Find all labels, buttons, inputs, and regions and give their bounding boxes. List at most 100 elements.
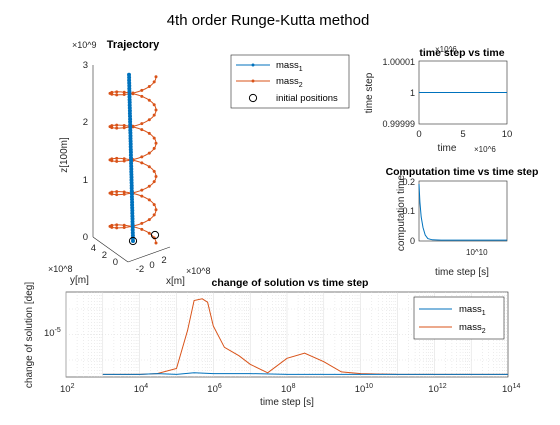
trajectory-y-axis [92, 236, 129, 263]
trajectory-mass1-point [128, 114, 132, 119]
trajectory-mass2-point [122, 124, 126, 127]
trajectory-mass2-point [147, 151, 151, 155]
trajectory-mass2-point [147, 165, 151, 169]
change-x-tick: 104 [134, 383, 149, 395]
comptime-plot: Computation time vs time step 0.2 0.1 0 … [386, 166, 539, 278]
trajectory-mass1-point [127, 106, 132, 110]
timestep-y-ticks: 1.00001 1 0.99999 [382, 57, 415, 129]
legend-initial-label: initial positions [276, 93, 338, 104]
trajectory-mass2-point [147, 98, 151, 102]
trajectory-z-label: z[100m] [59, 137, 70, 173]
trajectory-mass1-point [130, 200, 135, 205]
trajectory-mass1-point [131, 239, 135, 243]
trajectory-mass1-point [129, 194, 134, 199]
trajectory-mass2-point [115, 159, 119, 163]
trajectory-x-tick: 2 [161, 255, 166, 266]
comptime-x-exponent: 10^10 [466, 248, 488, 257]
trajectory-mass1-point [127, 97, 132, 102]
trajectory-mass2-point [122, 93, 126, 96]
trajectory-mass1-point [129, 161, 134, 166]
trajectory-mass2-point [147, 218, 151, 222]
trajectory-mass2-point [140, 128, 144, 132]
trajectory-mass2-point [115, 93, 119, 97]
trajectory-mass1-point [127, 72, 131, 77]
trajectory-mass2-point [140, 94, 144, 98]
timestep-y-tick: 1 [410, 88, 415, 98]
trajectory-mass2-point [122, 190, 126, 194]
comptime-y-tick: 0.1 [402, 206, 415, 216]
change-legend: mass1 mass2 [413, 296, 505, 340]
trajectory-mass2-point [110, 126, 114, 130]
trajectory-x-ticks: -2 0 2 [136, 255, 167, 275]
legend-mass2-dot [251, 79, 255, 83]
trajectory-mass2-point [152, 213, 156, 217]
trajectory-mass1-point [127, 75, 132, 80]
trajectory-mass1-point [130, 233, 135, 238]
trajectory-mass1-point [130, 211, 135, 216]
comptime-axes-box [418, 180, 508, 242]
trajectory-mass2-point [122, 226, 126, 229]
change-x-tick: 102 [60, 383, 75, 395]
timestep-x-ticks: 0 5 10 [416, 129, 512, 140]
timestep-x-exponent: ×10^6 [474, 145, 496, 154]
trajectory-x-tick: -2 [136, 264, 144, 275]
change-plot: change of solution vs time step 102 104 10… [24, 277, 520, 408]
trajectory-z-tick: 2 [83, 117, 88, 128]
trajectory-mass2-point [115, 193, 119, 197]
timestep-y-exponent: ×10^6 [435, 45, 457, 54]
trajectory-mass1-point [129, 172, 134, 177]
trajectory-mass1-point [128, 117, 133, 122]
trajectory-mass2-point [131, 91, 135, 95]
comptime-x-label: time step [s] [435, 267, 489, 278]
trajectory-mass1-point [128, 122, 133, 127]
change-x-tick: 1012 [428, 383, 446, 395]
trajectory-mass2-point [115, 226, 119, 230]
trajectory-z-tick: 1 [83, 175, 88, 186]
trajectory-z-tick: 0 [83, 232, 88, 243]
trajectory-legend: mass1 mass2 initial positions [230, 54, 350, 109]
trajectory-mass1-point [129, 183, 134, 188]
comptime-title: Computation time vs time step [386, 166, 539, 178]
comptime-y-label: computation time [396, 174, 407, 251]
trajectory-mass2-point [140, 88, 144, 92]
trajectory-mass2-point [122, 223, 126, 227]
trajectory-x-axis [127, 246, 171, 263]
trajectory-mass1-point [129, 180, 134, 185]
trajectory-mass2-point [140, 161, 144, 165]
trajectory-mass2-markers [108, 75, 158, 245]
trajectory-mass2-point [147, 118, 151, 122]
trajectory-y-exponent: ×10^8 [48, 264, 73, 274]
timestep-x-tick: 5 [460, 129, 465, 140]
change-x-tick: 108 [281, 383, 296, 395]
trajectory-mass2-point [115, 90, 119, 94]
initial-position-mass1-marker [128, 236, 138, 246]
trajectory-mass2-point [140, 221, 144, 225]
trajectory-mass1-point [127, 89, 132, 94]
trajectory-mass1-point [129, 175, 134, 180]
trajectory-y-ticks: 4 2 0 [91, 243, 118, 268]
trajectory-z-tick: 3 [83, 60, 88, 71]
trajectory-mass2-point [147, 184, 151, 188]
trajectory-mass2-point [122, 90, 126, 94]
trajectory-x-tick: 0 [149, 260, 154, 271]
change-x-tick: 1010 [355, 383, 373, 395]
trajectory-mass2-point [152, 80, 156, 84]
trajectory-mass2-point [147, 231, 151, 235]
trajectory-mass2-point [122, 157, 126, 161]
trajectory-y-tick: 0 [113, 257, 118, 268]
trajectory-y-tick: 4 [91, 243, 96, 254]
trajectory-mass2-point [115, 126, 119, 130]
comptime-y-tick: 0 [410, 236, 415, 246]
trajectory-y-tick: 2 [102, 250, 107, 261]
trajectory-mass1-point [128, 125, 133, 130]
trajectory-plot: Trajectory 0 1 2 3 ×10^9 z[100m] 4 2 0 ×… [48, 39, 211, 287]
trajectory-mass1-point [128, 136, 133, 141]
trajectory-mass1-point [127, 86, 132, 91]
trajectory-mass2-point [152, 103, 156, 107]
trajectory-mass1-point [127, 94, 132, 99]
timestep-title: time step vs time [419, 47, 504, 59]
trajectory-mass1-point [127, 83, 132, 88]
trajectory-mass2-point [147, 85, 151, 88]
trajectory-mass1-point [128, 153, 133, 158]
